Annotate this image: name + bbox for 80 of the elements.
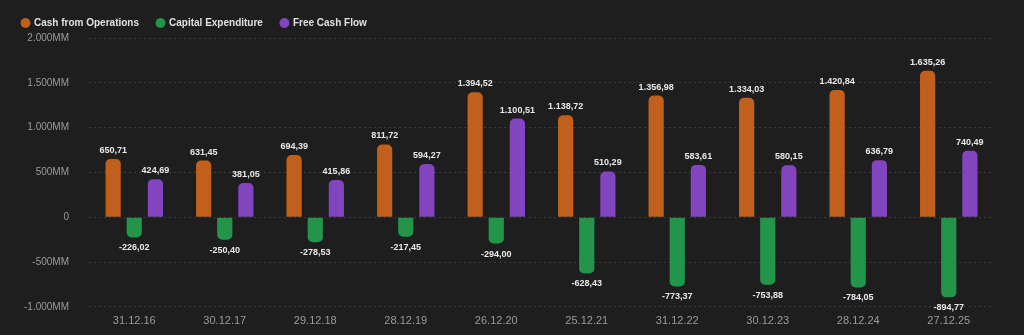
- data-label: -894,77: [933, 302, 965, 313]
- x-tick-label: 31.12.16: [112, 314, 156, 327]
- x-tick-label: 31.12.22: [655, 314, 699, 327]
- x-tick-label: 30.12.17: [203, 314, 247, 327]
- bar: [286, 154, 302, 217]
- data-label: -294,00: [480, 248, 512, 259]
- bar: [579, 217, 595, 274]
- bar: [196, 160, 212, 217]
- y-tick-label: 500MM: [35, 166, 70, 178]
- data-label: 1.420,84: [819, 75, 855, 86]
- data-label: 811,72: [371, 130, 399, 141]
- bar: [920, 70, 936, 217]
- y-tick-label: -500MM: [32, 255, 70, 267]
- y-tick-label: -1.000MM: [24, 300, 70, 312]
- y-tick-label: 1.500MM: [27, 76, 70, 88]
- data-label: -784,05: [842, 292, 874, 303]
- y-tick-label: 1.000MM: [27, 121, 70, 133]
- legend-label: Cash from Operations: [34, 16, 140, 28]
- bar: [467, 92, 483, 217]
- x-tick-label: 28.12.24: [836, 314, 880, 327]
- data-label: 1.394,52: [457, 78, 493, 89]
- bar: [238, 183, 254, 217]
- data-label: 510,29: [594, 157, 622, 168]
- bar: [648, 95, 664, 217]
- data-label: -278,53: [300, 247, 331, 258]
- bar: [217, 217, 233, 240]
- data-label: 631,45: [189, 146, 218, 157]
- bar: [829, 89, 845, 217]
- bar: [739, 97, 755, 217]
- y-tick-label: 0: [63, 210, 70, 222]
- bar: [760, 217, 776, 285]
- bar: [941, 217, 957, 298]
- data-label: -217,45: [390, 241, 422, 252]
- bar: [307, 217, 323, 243]
- y-tick-label: 2.000MM: [27, 31, 70, 43]
- bar: [488, 217, 504, 244]
- bar: [509, 118, 525, 217]
- data-label: 381,05: [232, 169, 260, 180]
- data-label: 1.356,98: [638, 81, 674, 92]
- data-label: 580,15: [775, 151, 803, 162]
- x-tick-label: 28.12.19: [384, 314, 428, 327]
- data-label: 583,61: [684, 150, 713, 161]
- bar: [126, 217, 142, 238]
- legend-label: Capital Expenditure: [169, 16, 264, 28]
- bar: [669, 217, 685, 287]
- data-label: 636,79: [865, 146, 894, 157]
- legend-label: Free Cash Flow: [292, 16, 368, 28]
- bar: [328, 179, 344, 217]
- data-label: 650,71: [99, 144, 127, 155]
- data-label: 424,69: [141, 165, 170, 176]
- data-label: -250,40: [209, 244, 241, 255]
- data-label: 1.138,72: [548, 101, 584, 112]
- bar: [600, 171, 616, 217]
- bar: [558, 115, 574, 217]
- data-label: 694,39: [280, 140, 308, 151]
- bar: [147, 179, 163, 217]
- data-label: 415,86: [322, 165, 351, 176]
- bar: [962, 150, 978, 217]
- x-tick-label: 30.12.23: [746, 314, 790, 327]
- data-label: 740,49: [956, 136, 984, 147]
- data-label: 1.100,51: [499, 104, 535, 115]
- x-tick-label: 29.12.18: [293, 314, 337, 327]
- bar: [690, 164, 706, 217]
- bar: [105, 158, 121, 217]
- data-label: -773,37: [661, 291, 693, 302]
- bar: [377, 144, 393, 217]
- bar: [871, 160, 887, 217]
- data-label: 1.334,03: [729, 83, 765, 94]
- bar: [781, 165, 797, 217]
- x-tick-label: 26.12.20: [474, 314, 518, 327]
- data-label: 594,27: [413, 149, 441, 160]
- data-label: 1.635,26: [910, 56, 946, 67]
- bar: [419, 163, 435, 217]
- data-label: -226,02: [119, 242, 150, 253]
- data-label: -753,88: [752, 289, 784, 300]
- bar: [398, 217, 414, 237]
- x-tick-label: 25.12.21: [565, 314, 609, 327]
- x-tick-label: 27.12.25: [927, 314, 971, 327]
- data-label: -628,43: [571, 278, 603, 289]
- bar: [850, 217, 866, 288]
